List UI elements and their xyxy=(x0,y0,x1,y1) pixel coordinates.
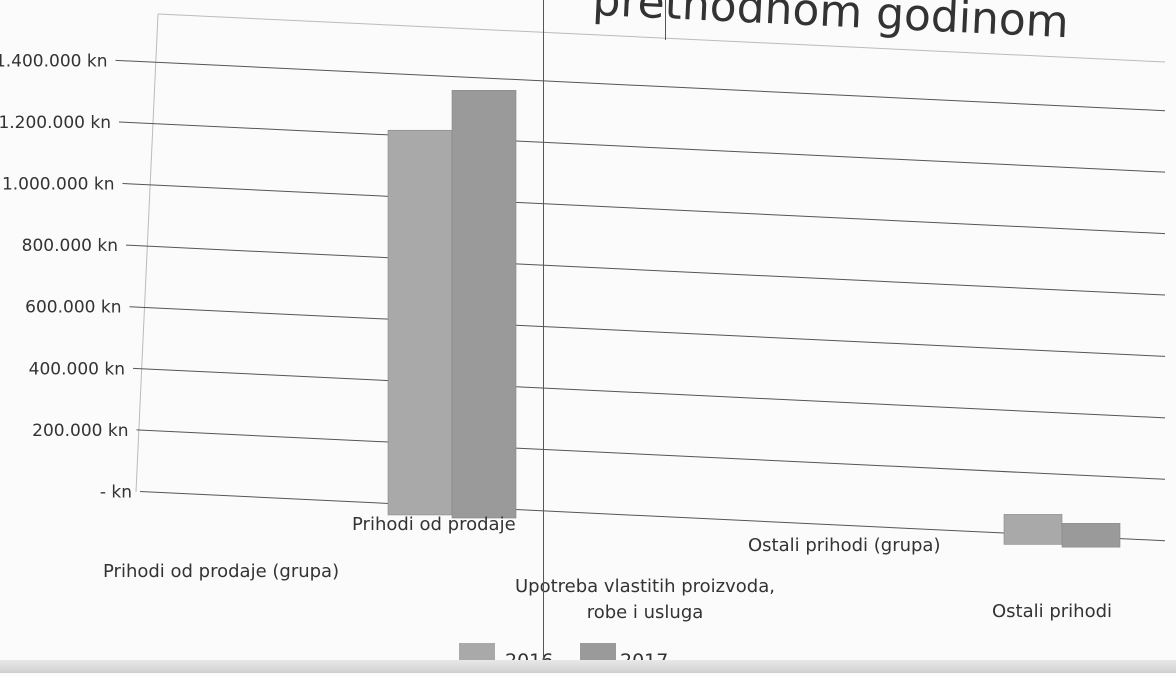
gridline xyxy=(115,59,1166,112)
y-tick-label: 400.000 kn xyxy=(29,359,125,379)
gridline xyxy=(125,244,1166,296)
x-category-label: Prihodi od prodaje xyxy=(352,514,516,535)
x-category-label: Upotreba vlastitih proizvoda, xyxy=(515,576,775,597)
x-category-label: Ostali prihodi (grupa) xyxy=(748,535,941,556)
y-tick-label: 1.400.000 kn xyxy=(0,51,108,71)
plot-border-left xyxy=(135,13,159,493)
bar-2017-1 xyxy=(451,90,517,519)
y-tick-label: 200.000 kn xyxy=(32,421,128,441)
bar-2017-4 xyxy=(1061,523,1121,548)
y-tick-label: 1.000.000 kn xyxy=(2,175,115,195)
gridline xyxy=(139,491,1166,542)
bar-2016-1 xyxy=(387,129,453,516)
x-category-label: Ostali prihodi xyxy=(992,601,1112,622)
gridline xyxy=(122,183,1166,235)
y-tick-label: 1.200.000 kn xyxy=(0,113,111,133)
x-category-label: Prihodi od prodaje (grupa) xyxy=(103,561,339,582)
x-category-label: robe i usluga xyxy=(587,602,704,623)
crease-line-left xyxy=(543,0,544,673)
page-bottom-edge xyxy=(0,660,1176,673)
gridline xyxy=(136,429,1166,480)
y-tick-label: - kn xyxy=(100,483,132,503)
y-tick-label: 800.000 kn xyxy=(22,236,118,256)
y-tick-label: 600.000 kn xyxy=(25,298,121,318)
gridline xyxy=(129,306,1166,357)
crease-line-right xyxy=(665,0,666,40)
gridline xyxy=(132,367,1166,419)
bar-2016-4 xyxy=(1003,514,1063,545)
chart-title: prethodnom godinom xyxy=(592,0,1070,48)
gridline xyxy=(118,121,1166,173)
plot-border-top xyxy=(157,13,1166,63)
